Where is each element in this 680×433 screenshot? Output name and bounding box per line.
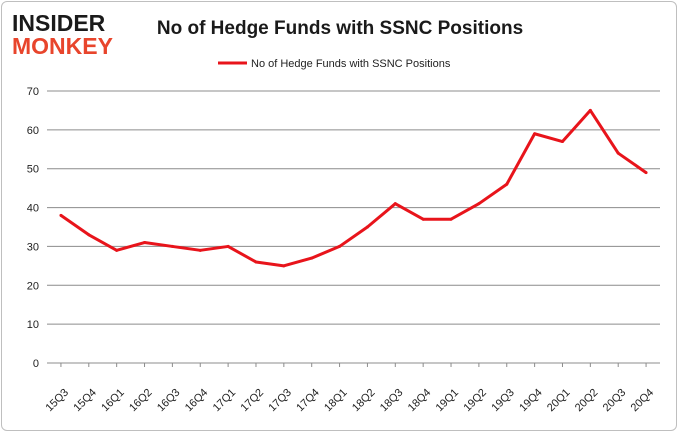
data-point [365,225,369,229]
data-point [143,241,147,245]
data-point [616,151,620,155]
data-point [310,256,314,260]
insider-monkey-logo: INSIDER MONKEY [12,10,113,59]
x-tick-label: 19Q3 [489,387,517,415]
series-layer [59,108,648,268]
y-tick-label: 40 [27,203,39,215]
x-tick-label: 20Q4 [629,387,657,415]
x-tick-label: 15Q4 [71,387,99,415]
legend: No of Hedge Funds with SSNC Positions [218,58,451,70]
logo-line-1: INSIDER [12,10,106,36]
y-tick-label: 10 [27,319,39,331]
data-point [59,213,63,217]
x-tick-label: 16Q4 [183,387,211,415]
x-tick-label: 16Q3 [155,387,183,415]
x-tick-label: 20Q2 [573,387,601,415]
y-tick-label: 30 [27,241,39,253]
data-point [226,244,230,248]
data-point [421,217,425,221]
x-tick-label: 16Q1 [99,387,127,415]
x-tick-label: 17Q4 [294,387,322,415]
x-tick-label: 17Q2 [239,387,267,415]
x-tick-label: 19Q1 [434,387,462,415]
data-point [282,264,286,268]
x-tick-label: 18Q3 [378,387,406,415]
x-tick-label: 18Q4 [406,387,434,415]
data-point [338,244,342,248]
x-tick-label: 17Q3 [266,387,294,415]
x-tick-label: 19Q4 [517,387,545,415]
data-point [198,248,202,252]
data-point [87,233,91,237]
y-tick-label: 70 [27,86,39,98]
logo-line-2: MONKEY [12,33,113,59]
y-axis-ticks: 0 10 20 30 40 50 60 70 [27,86,39,370]
data-point [533,132,537,136]
x-tick-label: 19Q2 [461,387,489,415]
data-point [170,244,174,248]
gridlines [47,90,660,364]
chart-title: No of Hedge Funds with SSNC Positions [157,18,523,39]
x-axis-ticks: 15Q3 15Q4 16Q1 16Q2 16Q3 16Q4 17Q1 17Q2 17Q3 17Q4… [44,363,657,415]
legend-label: No of Hedge Funds with SSNC Positions [251,58,451,70]
y-tick-label: 0 [33,358,39,370]
x-tick-label: 18Q2 [350,387,378,415]
x-tick-label: 20Q3 [601,387,629,415]
data-point [588,108,592,112]
data-point [560,140,564,144]
data-point [477,202,481,206]
y-tick-label: 60 [27,125,39,137]
data-point [644,171,648,175]
x-tick-label: 18Q1 [322,387,350,415]
data-point [449,217,453,221]
x-tick-label: 15Q3 [44,387,72,415]
x-tick-label: 17Q1 [211,387,239,415]
x-tick-label: 16Q2 [127,387,155,415]
series-line [60,108,647,268]
data-point [505,182,509,186]
data-point [115,248,119,252]
y-tick-label: 20 [27,280,39,292]
data-point [254,260,258,264]
y-tick-label: 50 [27,164,39,176]
data-point [393,202,397,206]
x-tick-label: 20Q1 [545,387,573,415]
